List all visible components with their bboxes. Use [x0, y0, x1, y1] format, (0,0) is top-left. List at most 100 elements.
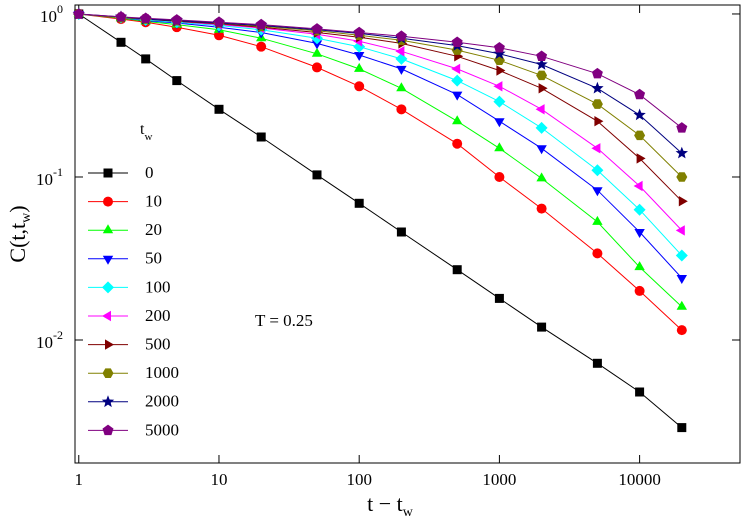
marker: [353, 26, 365, 38]
y-axis-label: C(t,tw): [5, 205, 34, 262]
legend-marker: [105, 339, 114, 350]
marker: [676, 275, 687, 284]
marker: [537, 322, 547, 332]
legend-title-main: t: [140, 121, 145, 138]
marker: [634, 261, 645, 271]
series-line: [78, 13, 683, 279]
marker: [214, 104, 224, 114]
marker: [634, 88, 646, 100]
marker: [115, 11, 127, 22]
marker: [591, 164, 604, 177]
marker: [535, 58, 548, 70]
y-tick-label: 10-2: [36, 328, 63, 352]
marker: [451, 74, 464, 87]
marker: [538, 83, 548, 94]
marker: [311, 23, 323, 34]
marker: [675, 225, 685, 236]
legend-marker: [102, 224, 114, 234]
y-tick-label: 100: [40, 2, 63, 26]
marker: [493, 47, 506, 59]
marker: [494, 293, 504, 303]
legend-label: 50: [145, 249, 162, 268]
marker: [592, 215, 603, 225]
marker: [493, 55, 505, 65]
marker: [536, 172, 547, 182]
marker: [634, 229, 645, 238]
y-tick-base: 10: [36, 333, 53, 352]
legend-label: 200: [145, 306, 171, 325]
marker: [676, 122, 688, 133]
marker: [396, 65, 407, 75]
x-tick-label: 1: [75, 470, 84, 489]
marker: [395, 46, 405, 57]
series-line: [78, 13, 683, 308]
x-tick-label: 10000: [618, 470, 661, 489]
legend-title: tw: [140, 121, 152, 143]
legend-label: 10: [145, 192, 162, 211]
marker: [256, 41, 267, 52]
marker: [536, 145, 547, 155]
legend-marker: [102, 368, 114, 378]
marker: [116, 37, 126, 47]
y-tick-exp: 0: [57, 2, 63, 16]
x-label-main: t − t: [367, 491, 403, 516]
series-line: [78, 13, 683, 129]
y-label-main: C(t,t: [5, 223, 30, 263]
y-tick-base: 10: [40, 7, 57, 26]
marker: [536, 50, 548, 61]
marker: [677, 423, 687, 433]
marker: [452, 91, 463, 101]
x-tick-label: 100: [346, 470, 372, 489]
y-tick-base: 10: [36, 170, 53, 189]
annotation: T = 0.25: [255, 311, 313, 330]
legend-marker: [103, 196, 113, 207]
marker: [354, 81, 365, 92]
marker: [633, 203, 646, 216]
marker: [493, 95, 506, 108]
plot-frame: [74, 4, 741, 464]
x-label-sub: w: [403, 505, 414, 520]
marker: [592, 187, 603, 197]
legend-label: 5000: [145, 420, 179, 439]
legend-title-sub: w: [144, 131, 152, 143]
y-label-end: ): [5, 205, 30, 212]
legend-marker: [101, 395, 115, 408]
x-tick-label: 10: [210, 470, 227, 489]
marker: [536, 203, 547, 214]
marker: [396, 82, 407, 92]
legend-marker: [102, 310, 111, 322]
marker: [493, 81, 503, 92]
legend-label: 2000: [145, 392, 179, 411]
marker: [172, 76, 182, 86]
marker: [594, 116, 604, 127]
y-tick-exp: -1: [53, 165, 63, 179]
legend-marker: [103, 168, 113, 178]
marker: [311, 62, 322, 73]
marker: [592, 248, 603, 259]
marker: [396, 104, 407, 115]
marker: [676, 300, 687, 310]
marker: [311, 40, 323, 50]
marker: [73, 8, 85, 19]
marker: [354, 52, 365, 61]
marker: [494, 171, 505, 182]
marker: [452, 265, 462, 275]
marker: [633, 180, 643, 192]
marker: [354, 62, 365, 72]
marker: [633, 108, 646, 121]
y-label-sub: w: [19, 212, 34, 223]
series-line: [78, 13, 683, 202]
marker: [676, 172, 688, 182]
marker: [452, 138, 463, 149]
series-line: [78, 13, 683, 231]
legend-label: 500: [145, 335, 171, 354]
marker: [591, 67, 603, 79]
marker: [675, 146, 688, 159]
legend-marker: [102, 281, 114, 294]
marker: [395, 30, 407, 41]
marker: [591, 81, 604, 94]
legend-label: 20: [145, 220, 162, 239]
marker: [255, 18, 267, 30]
x-axis-label: t − tw: [367, 491, 414, 520]
